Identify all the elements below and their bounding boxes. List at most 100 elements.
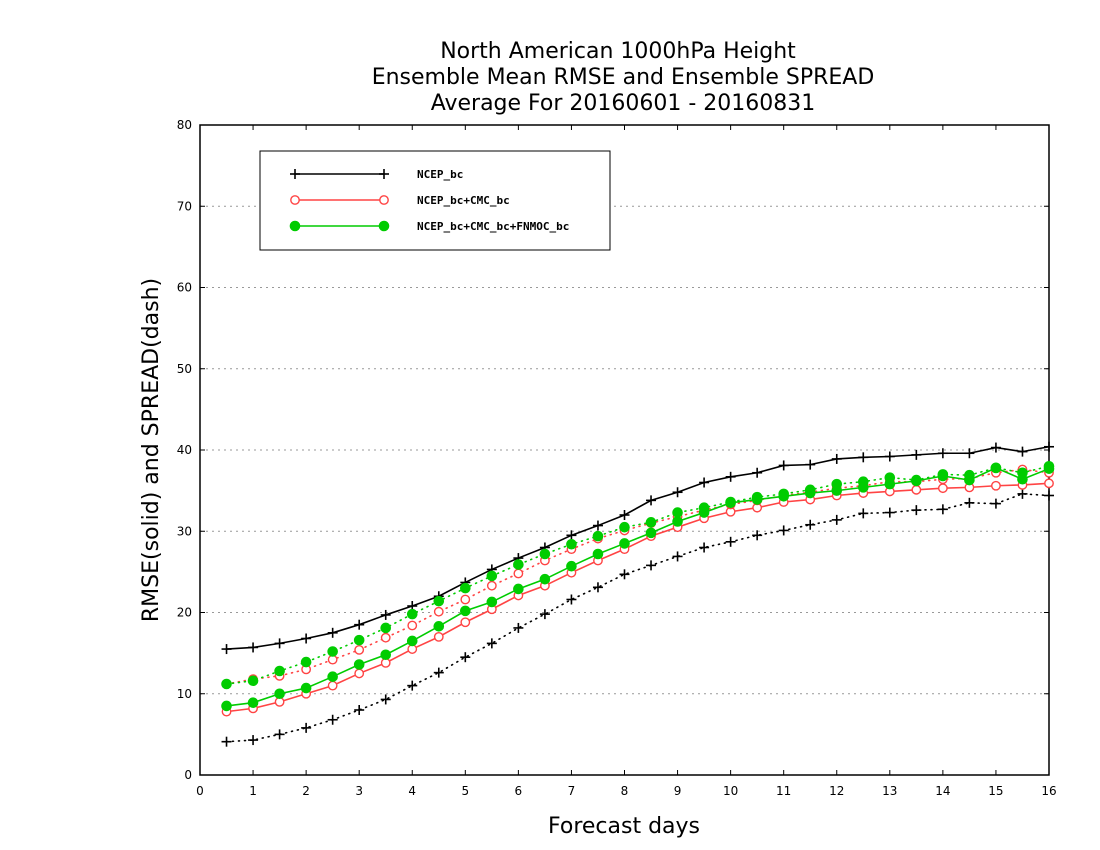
chart-title-line-2: Ensemble Mean RMSE and Ensemble SPREAD [372, 65, 875, 90]
spread-point [274, 665, 285, 677]
y-tick-label: 50 [177, 362, 192, 376]
rmse-line-ncep-bc-cmc-bc [226, 482, 1050, 713]
spread-point [247, 675, 259, 687]
spread-line-ncep-bc-cmc-bc-fnmoc-bc [225, 465, 1050, 685]
rmse-point [725, 471, 736, 482]
spread-point [221, 736, 232, 747]
rmse-point [433, 631, 444, 642]
spread-point [831, 514, 842, 525]
y-axis-label: RMSE(solid) and SPREAD(dash) [139, 278, 164, 622]
rmse-point [619, 538, 630, 549]
rmse-point [301, 633, 312, 644]
legend-marker [290, 169, 300, 179]
spread-point [327, 714, 338, 725]
spread-point [672, 507, 683, 518]
spread-point [619, 521, 630, 533]
spread-point [486, 580, 497, 591]
spread-point [858, 508, 869, 519]
spread-point [327, 646, 338, 657]
rmse-point [858, 452, 869, 463]
spread-point [964, 469, 975, 481]
rmse-point [513, 583, 524, 595]
spread-point [221, 678, 232, 690]
rmse-point [486, 596, 498, 608]
legend-label: NCEP_bc [417, 168, 463, 181]
spread-point [752, 530, 763, 541]
y-axis-ticks: 0 10 20 30 40 50 60 70 80 [177, 118, 1049, 782]
spread-point [513, 559, 524, 570]
legend-item: NCEP_bc+CMC_bc+FNMOC_bc [289, 220, 569, 233]
rmse-point [645, 527, 657, 539]
spread-point [699, 542, 710, 553]
x-tick-label: 11 [776, 784, 791, 798]
chart-title-line-3: Average For 20160601 - 20160831 [431, 91, 816, 116]
spread-point [513, 568, 524, 579]
x-tick-label: 8 [621, 784, 629, 798]
y-tick-label: 20 [177, 606, 192, 620]
legend-marker [289, 220, 301, 232]
spread-point [990, 498, 1001, 509]
legend: NCEP_bc NCEP_bc+CMC_bc NCEP_bc+CMC_bc+FNMO… [259, 150, 611, 251]
rmse-point [778, 460, 789, 471]
rmse-point [566, 560, 577, 572]
rmse-point [300, 682, 312, 694]
rmse-point [566, 530, 577, 541]
spread-point [353, 634, 365, 646]
spread-point [407, 680, 418, 691]
spread-line-ncep-bc [225, 493, 1050, 743]
y-tick-label: 30 [177, 524, 192, 538]
x-tick-label: 15 [988, 784, 1003, 798]
spread-point [804, 484, 816, 496]
spread-point [1017, 488, 1028, 499]
y-tick-label: 40 [177, 443, 192, 457]
rmse-point [672, 487, 683, 498]
rmse-point [274, 638, 285, 649]
spread-point [592, 582, 603, 593]
spread-point [539, 548, 551, 560]
spread-point [460, 652, 471, 663]
rmse-point [991, 480, 1001, 491]
rmse-point [327, 627, 338, 638]
spread-point [990, 462, 1002, 474]
spread-point [698, 502, 710, 513]
rmse-point [460, 617, 471, 628]
spread-point [619, 569, 630, 580]
rmse-point [990, 442, 1001, 453]
rmse-line-ncep-bc [226, 445, 1050, 650]
spread-point [433, 606, 444, 617]
rmse-point [327, 671, 338, 682]
x-tick-label: 13 [882, 784, 897, 798]
x-tick-label: 16 [1041, 784, 1056, 798]
series-ncep-bc-cmc-bc [221, 464, 1054, 717]
rmse-point [831, 453, 842, 464]
rmse-point [672, 516, 683, 527]
x-tick-label: 1 [249, 784, 257, 798]
x-axis-label: Forecast days [548, 814, 700, 839]
y-tick-label: 10 [177, 687, 192, 701]
rmse-point [433, 621, 445, 632]
legend-marker [379, 169, 389, 179]
y-tick-label: 80 [177, 118, 192, 132]
series-ncep-bc-cmc-bc-fnmoc-bc [221, 460, 1055, 712]
spread-point [672, 551, 683, 562]
spread-point [380, 632, 391, 643]
x-tick-label: 12 [829, 784, 844, 798]
spread-point [407, 620, 418, 631]
rmse-point [221, 700, 232, 712]
spread-point [354, 644, 365, 655]
rmse-point [884, 451, 895, 462]
spread-point [486, 570, 498, 582]
rmse-point [354, 619, 365, 630]
x-tick-label: 14 [935, 784, 950, 798]
spread-point [566, 538, 577, 550]
x-tick-label: 0 [196, 784, 204, 798]
spread-line-ncep-bc-cmc-bc [225, 468, 1050, 685]
legend-marker [290, 195, 300, 205]
spread-point [274, 729, 285, 740]
spread-point [486, 638, 497, 649]
rmse-point [1044, 441, 1054, 452]
spread-point [911, 474, 922, 486]
rmse-point [592, 520, 603, 531]
rmse-point [247, 697, 259, 708]
rmse-point [964, 448, 975, 459]
